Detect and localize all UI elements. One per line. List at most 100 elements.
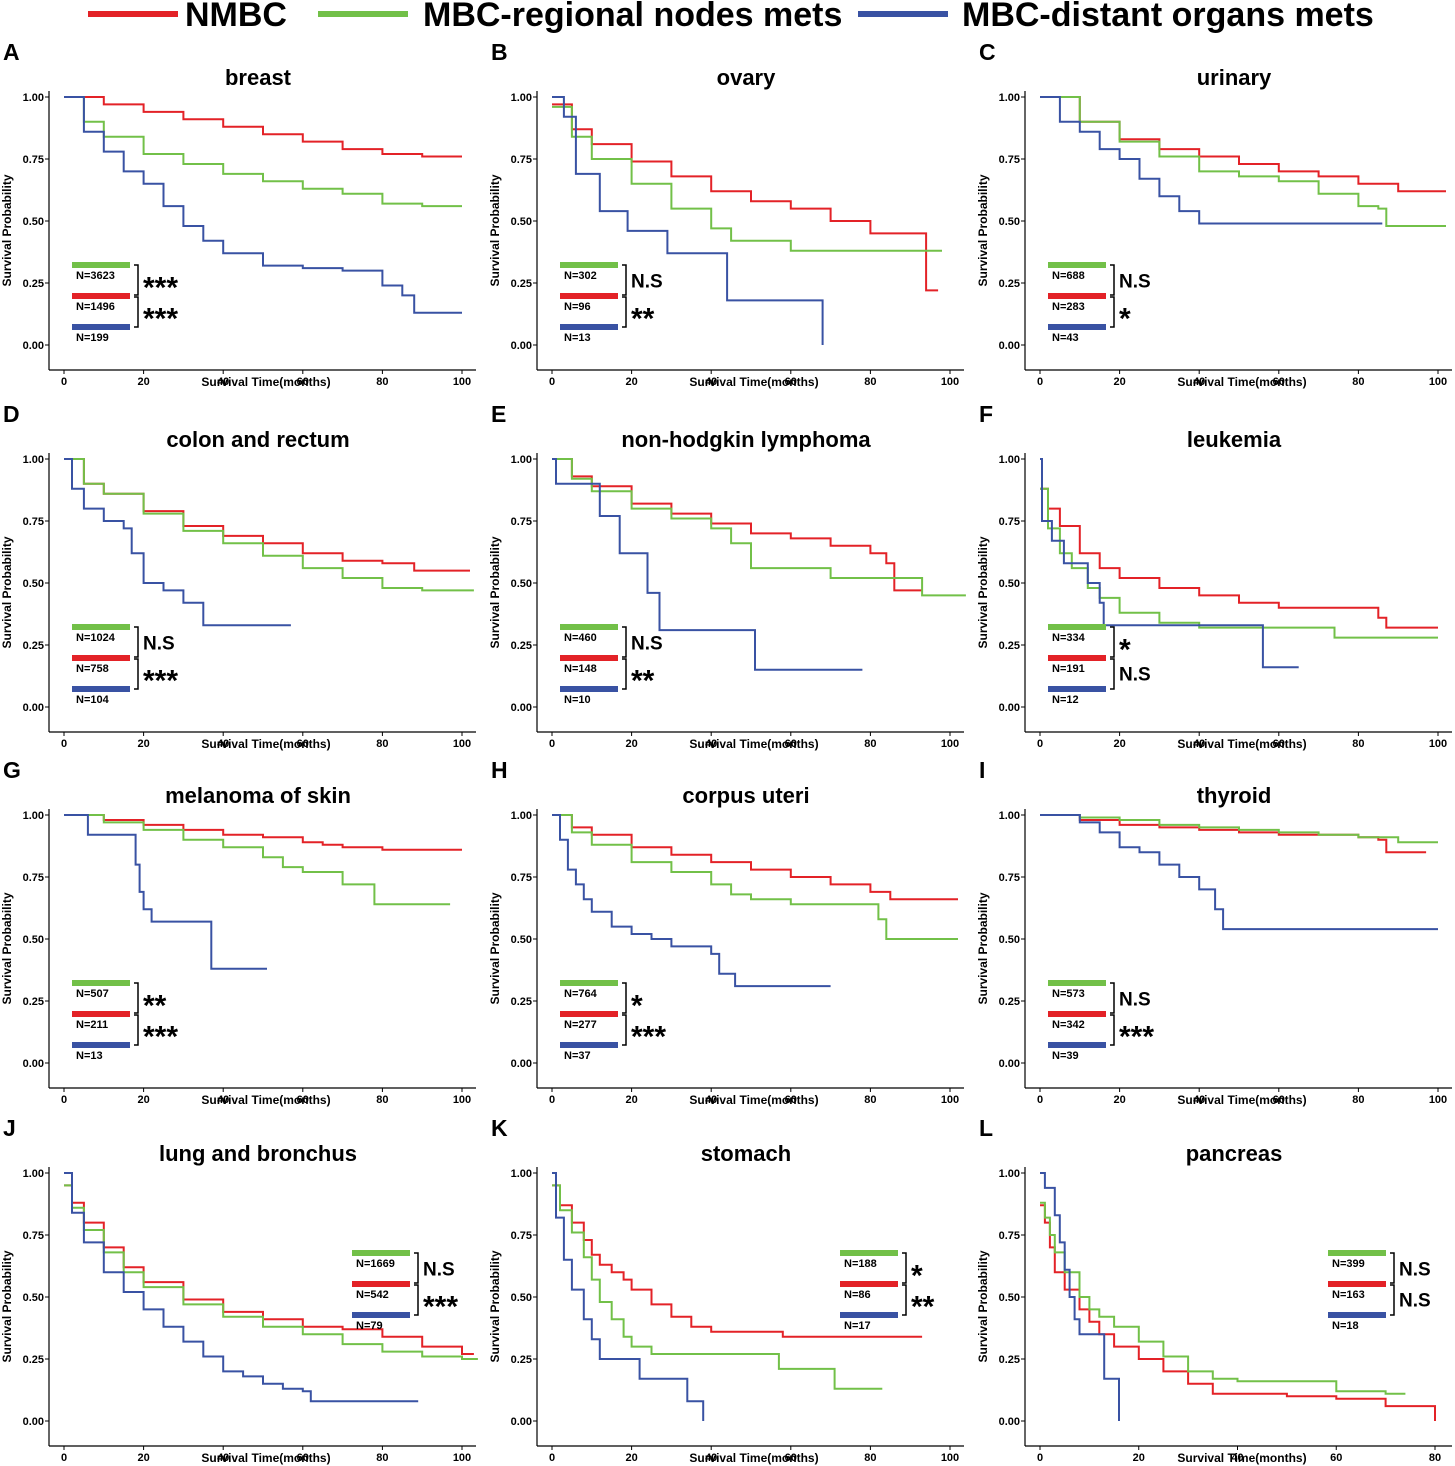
y-axis-label: Survival Probability	[0, 536, 14, 648]
panel-letter: H	[491, 757, 508, 783]
y-tick-label: 0.25	[23, 1354, 44, 1366]
sig-bracket-bottom	[1110, 658, 1115, 690]
risk-bar-nmbc	[560, 1011, 618, 1017]
risk-bar-distant	[840, 1312, 898, 1318]
risk-bar-distant	[560, 1042, 618, 1048]
n-count-nmbc: N=283	[1052, 301, 1085, 313]
curve-distant	[552, 96, 824, 345]
y-tick-label: 0.00	[23, 1058, 44, 1070]
y-axis-label: Survival Probability	[488, 536, 502, 648]
x-tick-label: 40	[1193, 738, 1205, 750]
y-tick-label: 1.00	[511, 92, 532, 104]
y-tick-label: 0.75	[999, 1230, 1020, 1242]
risk-legend: N=334 N=191 N=12 *N.S	[1048, 624, 1151, 706]
risk-bar-regional	[560, 624, 618, 630]
n-count-regional: N=1669	[356, 1258, 395, 1270]
risk-bar-distant	[1048, 324, 1106, 330]
curve-distant	[552, 458, 863, 671]
panel-letter: L	[979, 1115, 993, 1141]
x-tick-label: 60	[297, 1094, 309, 1106]
y-tick-label: 1.00	[23, 1168, 44, 1180]
y-tick-label: 0.00	[999, 1058, 1020, 1070]
x-axis-label: Survival Time(months)	[1177, 1451, 1306, 1465]
sig-bracket-top	[134, 264, 139, 296]
y-tick-label: 0.25	[23, 278, 44, 290]
x-tick-label: 0	[1037, 1094, 1043, 1106]
risk-bar-regional	[1048, 262, 1106, 268]
x-axis-label: Survival Time(months)	[1177, 375, 1306, 389]
x-tick-label: 20	[625, 1094, 637, 1106]
panel-title: lung and bronchus	[159, 1141, 357, 1166]
panel-title: leukemia	[1187, 427, 1282, 452]
y-tick-label: 0.50	[23, 216, 44, 228]
x-axis-label: Survival Time(months)	[689, 1093, 818, 1107]
y-axis-label: Survival Probability	[976, 174, 990, 286]
curve-regional	[64, 814, 451, 906]
sig-label-bottom: *	[1119, 303, 1131, 336]
sig-label-bottom: ***	[143, 665, 178, 698]
sig-bracket-top	[134, 982, 139, 1014]
x-tick-label: 60	[1273, 738, 1285, 750]
n-count-distant: N=13	[564, 332, 591, 344]
n-count-nmbc: N=163	[1332, 1289, 1365, 1301]
y-tick-label: 0.25	[23, 640, 44, 652]
x-tick-label: 80	[1352, 738, 1364, 750]
sig-label-bottom: ***	[143, 303, 178, 336]
x-tick-label: 100	[453, 1452, 471, 1464]
risk-legend: N=764 N=277 N=37 ****	[560, 980, 666, 1062]
curve-nmbc	[64, 458, 470, 572]
x-tick-label: 0	[1037, 376, 1043, 388]
n-count-nmbc: N=342	[1052, 1019, 1085, 1031]
curve-nmbc	[1040, 487, 1438, 629]
x-tick-label: 40	[705, 376, 717, 388]
risk-legend: N=573 N=342 N=39 N.S ***	[1048, 980, 1154, 1062]
y-tick-label: 0.25	[999, 996, 1020, 1008]
y-tick-label: 0.50	[23, 1292, 44, 1304]
sig-bracket-bottom	[1110, 296, 1115, 328]
x-tick-label: 20	[1113, 738, 1125, 750]
sig-bracket-bottom	[622, 658, 627, 690]
y-tick-label: 0.25	[999, 640, 1020, 652]
x-tick-label: 80	[376, 376, 388, 388]
y-axis-label: Survival Probability	[488, 892, 502, 1004]
risk-bar-nmbc	[352, 1281, 410, 1287]
y-tick-label: 1.00	[23, 454, 44, 466]
risk-bar-distant	[1328, 1312, 1386, 1318]
sig-label-top: *	[911, 1260, 923, 1293]
risk-bar-distant	[1048, 1042, 1106, 1048]
n-count-nmbc: N=758	[76, 663, 109, 675]
n-count-distant: N=37	[564, 1050, 591, 1062]
sig-bracket-bottom	[622, 296, 627, 328]
sig-bracket-top	[414, 1252, 419, 1284]
n-count-nmbc: N=96	[564, 301, 591, 313]
curve-regional	[1040, 1201, 1406, 1395]
curve-nmbc	[1040, 814, 1427, 854]
y-axis-label: Survival Probability	[0, 892, 14, 1004]
n-count-nmbc: N=542	[356, 1289, 389, 1301]
x-tick-label: 0	[1037, 1452, 1043, 1464]
n-count-regional: N=507	[76, 988, 109, 1000]
sig-label-top: N.S	[631, 272, 663, 293]
n-count-nmbc: N=191	[1052, 663, 1085, 675]
sig-label-top: N.S	[631, 634, 663, 655]
x-axis-label: Survival Time(months)	[689, 1451, 818, 1465]
risk-legend: N=688 N=283 N=43 N.S *	[1048, 262, 1151, 344]
y-axis-label: Survival Probability	[488, 1250, 502, 1362]
x-tick-label: 100	[941, 376, 959, 388]
panel-letter: C	[979, 39, 996, 65]
x-tick-label: 20	[625, 1452, 637, 1464]
sig-label-top: **	[143, 990, 167, 1023]
risk-bar-distant	[560, 686, 618, 692]
panel-title: urinary	[1197, 65, 1272, 90]
curve-nmbc	[64, 1184, 474, 1355]
risk-bar-regional	[560, 262, 618, 268]
n-count-distant: N=17	[844, 1320, 871, 1332]
x-tick-label: 40	[217, 738, 229, 750]
y-tick-label: 1.00	[999, 810, 1020, 822]
n-count-distant: N=10	[564, 694, 591, 706]
curve-distant	[1040, 814, 1438, 931]
